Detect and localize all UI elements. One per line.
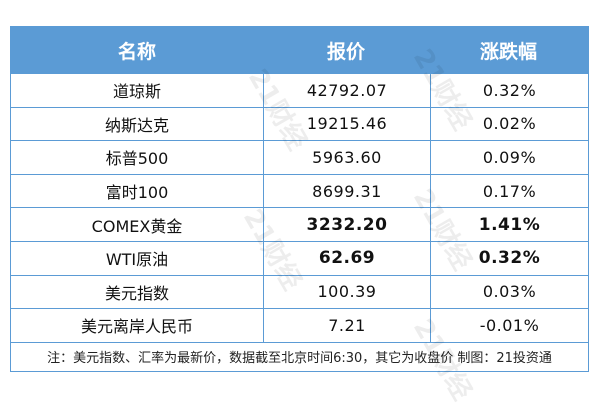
header-price: 报价 — [326, 40, 365, 63]
table-row: 纳斯达克 19215.46 0.02% — [11, 106, 588, 141]
change-cell: 0.03% — [482, 282, 537, 302]
change-cell: 1.41% — [478, 214, 541, 235]
instrument-name: 道琼斯 — [11, 74, 264, 107]
instrument-name: 标普500 — [11, 141, 264, 174]
table-row: 标普500 5963.60 0.09% — [11, 140, 588, 174]
instrument-name: WTI原油 — [11, 241, 264, 275]
instrument-name: COMEX黄金 — [11, 208, 264, 241]
header-change: 涨跌幅 — [479, 40, 537, 63]
table-row: 美元指数 100.39 0.03% — [11, 274, 588, 309]
change-cell: 0.02% — [482, 114, 537, 134]
price-cell: 42792.07 — [264, 74, 431, 107]
change-cell: 0.17% — [482, 181, 537, 201]
price-cell: 62.69 — [264, 241, 431, 275]
price-cell: 3232.20 — [264, 208, 431, 241]
table-header: 名称 报价 涨跌幅 — [11, 27, 588, 73]
price-cell: 19215.46 — [264, 107, 431, 141]
instrument-name: 美元指数 — [11, 275, 264, 309]
instrument-name: 富时100 — [11, 174, 264, 208]
table-row: WTI原油 62.69 0.32% — [11, 240, 588, 275]
change-cell: 0.32% — [478, 248, 541, 269]
price-cell: 7.21 — [264, 309, 431, 342]
header-name: 名称 — [117, 40, 156, 63]
instrument-name: 美元离岸人民币 — [11, 309, 264, 342]
change-cell: 0.09% — [482, 147, 537, 167]
market-quotes-table: 名称 报价 涨跌幅 道琼斯 42792.07 0.32% 纳斯达克 19215.46 0.… — [10, 26, 589, 372]
price-cell: 5963.60 — [264, 141, 431, 174]
price-cell: 100.39 — [264, 275, 431, 309]
change-cell: 0.32% — [482, 80, 537, 100]
instrument-name: 纳斯达克 — [11, 107, 264, 141]
table-row: 富时100 8699.31 0.17% — [11, 173, 588, 208]
change-cell: -0.01% — [479, 315, 540, 335]
price-cell: 8699.31 — [264, 174, 431, 208]
table-row: 道琼斯 42792.07 0.32% — [11, 73, 588, 107]
footnote: 注：美元指数、汇率为最新价，数据截至北京时间6:30，其它为收盘价 制图：21投… — [11, 341, 588, 371]
table-row: 美元离岸人民币 7.21 -0.01% — [11, 308, 588, 342]
table-row: COMEX黄金 3232.20 1.41% — [11, 207, 588, 241]
